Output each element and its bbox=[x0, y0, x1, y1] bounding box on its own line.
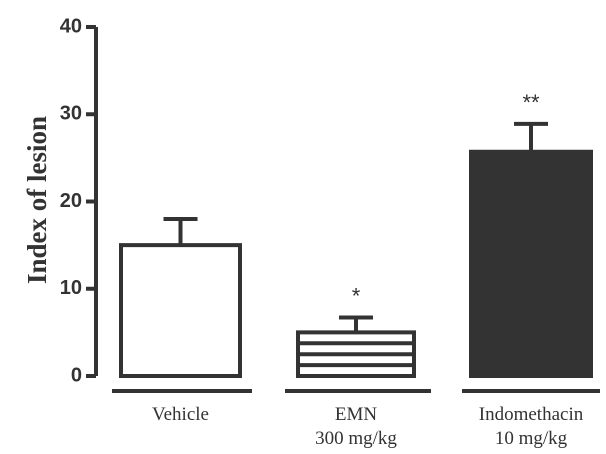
y-axis-label: Index of lesion bbox=[22, 116, 52, 284]
category-label: Vehicle bbox=[152, 404, 209, 425]
significance-marker: ** bbox=[522, 90, 540, 115]
category-label: 10 mg/kg bbox=[495, 428, 568, 449]
category-label: Indomethacin bbox=[479, 404, 584, 425]
bar-0 bbox=[119, 243, 242, 378]
plot-area: 0 10 20 30 40 Vehicle * EMN 300 mg/kg ** Indometha… bbox=[60, 15, 600, 449]
y-tick-label: 10 bbox=[60, 277, 82, 299]
y-tick-label: 20 bbox=[60, 190, 82, 212]
category-label: EMN bbox=[335, 404, 378, 425]
y-tick-label: 40 bbox=[60, 15, 82, 37]
significance-marker: * bbox=[352, 284, 361, 309]
y-tick-label: 30 bbox=[60, 103, 82, 125]
category-label: 300 mg/kg bbox=[315, 428, 397, 449]
bar-2 bbox=[469, 149, 593, 378]
y-tick-label: 0 bbox=[71, 364, 82, 386]
